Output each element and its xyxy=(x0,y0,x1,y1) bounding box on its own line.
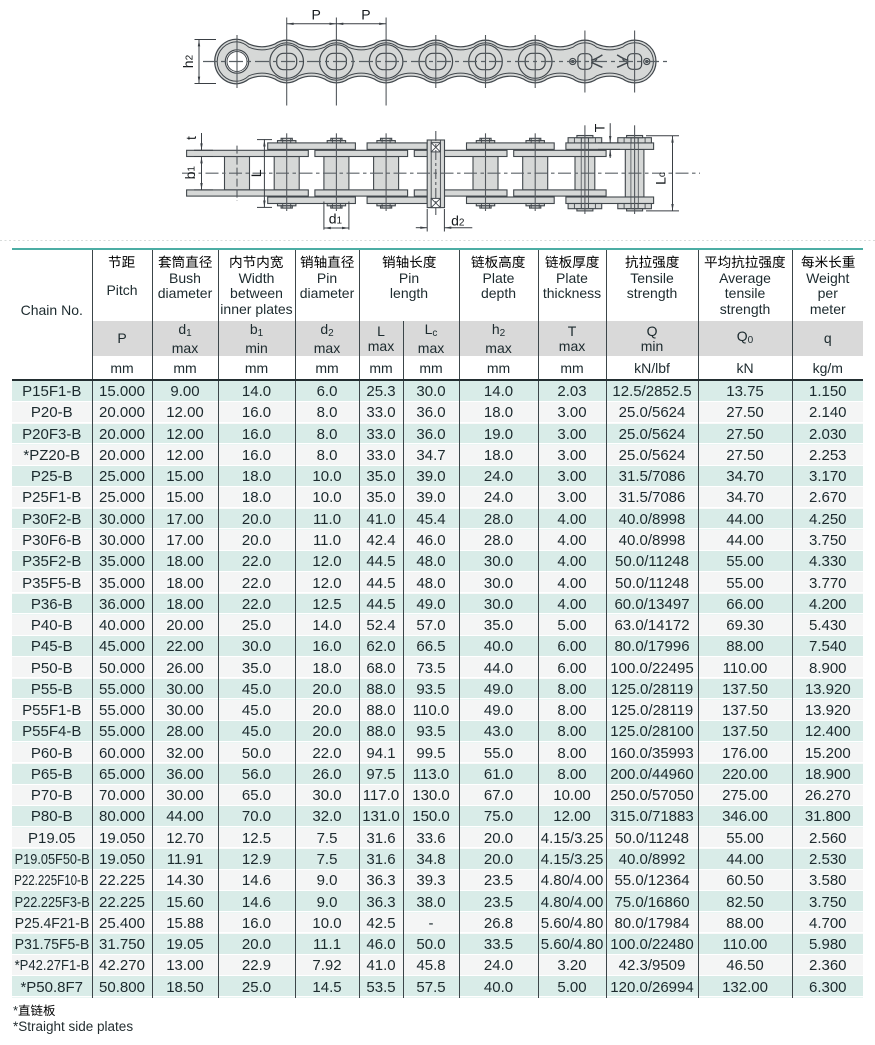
svg-text:h2: h2 xyxy=(180,54,196,68)
svg-text:t: t xyxy=(183,136,199,140)
svg-text:d2: d2 xyxy=(451,213,465,229)
svg-text:Lc: Lc xyxy=(653,172,669,185)
svg-text:P: P xyxy=(361,7,370,23)
svg-text:b1: b1 xyxy=(182,166,198,180)
svg-text:T: T xyxy=(592,123,608,132)
svg-text:d1: d1 xyxy=(329,211,343,227)
svg-text:L: L xyxy=(248,169,264,177)
svg-text:P: P xyxy=(312,7,321,23)
